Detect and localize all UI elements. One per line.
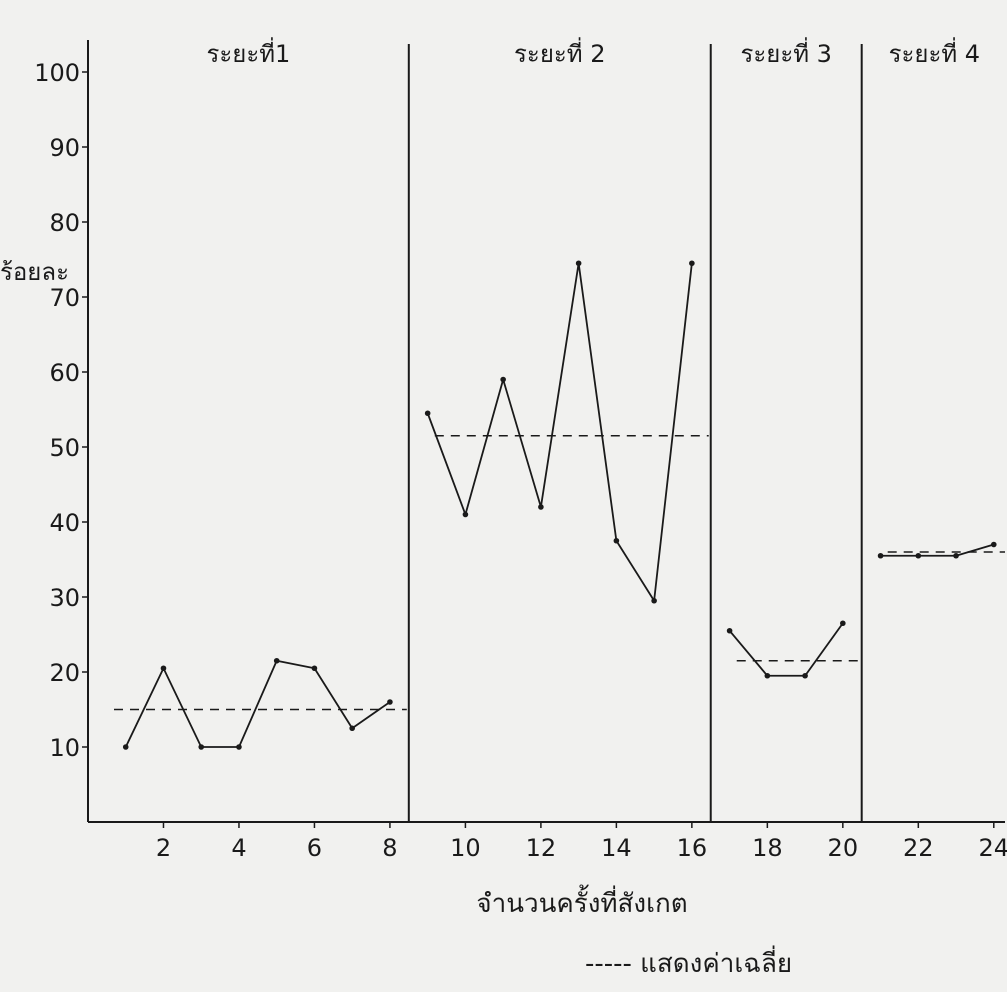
x-tick-label: 12: [526, 834, 557, 862]
x-tick-label: 2: [156, 834, 171, 862]
data-point: [726, 627, 733, 634]
data-point: [160, 665, 167, 672]
data-point: [613, 537, 620, 544]
series-line: [426, 262, 693, 602]
y-tick-label: 40: [49, 509, 80, 537]
y-tick-label: 30: [49, 584, 80, 612]
legend-mean-label: ----- แสดงค่าเฉลี่ย: [585, 945, 792, 979]
phase-label: ระยะที่ 3: [740, 37, 831, 68]
y-tick-label: 90: [49, 134, 80, 162]
data-point: [538, 504, 544, 510]
data-point: [689, 260, 695, 267]
data-point: [387, 699, 393, 705]
data-point: [349, 725, 355, 732]
series-line: [728, 622, 844, 677]
data-point: [953, 552, 959, 559]
data-point: [764, 672, 771, 679]
x-tick-label: 16: [677, 834, 708, 862]
data-point: [990, 541, 997, 548]
y-tick-label: 100: [34, 59, 80, 87]
series-line: [880, 543, 995, 557]
y-tick-label: 50: [49, 434, 80, 462]
x-tick-label: 20: [828, 834, 859, 862]
phase-label: ระยะที่ 2: [514, 37, 605, 68]
y-tick-label: 80: [49, 209, 80, 237]
data-point: [840, 620, 846, 627]
data-point: [198, 744, 205, 750]
data-point: [802, 672, 808, 679]
y-tick-label: 10: [49, 734, 80, 762]
data-point: [651, 597, 657, 604]
x-tick-label: 4: [231, 834, 246, 862]
x-tick-label: 24: [979, 834, 1007, 862]
y-axis-label: ร้อยละ: [0, 258, 69, 286]
y-tick-label: 60: [49, 359, 80, 387]
data-point: [311, 665, 318, 672]
data-point: [236, 744, 242, 750]
phase-label: ระยะที่ 4: [889, 37, 980, 68]
data-point: [575, 260, 582, 267]
x-axis-label: จำนวนครั้งที่สังเกต: [476, 884, 687, 919]
x-tick-label: 6: [307, 834, 322, 862]
x-tick-label: 8: [382, 834, 397, 862]
y-tick-label: 70: [49, 284, 80, 312]
x-tick-label: 18: [752, 834, 783, 862]
data-point: [273, 657, 280, 664]
data-point: [877, 552, 884, 559]
data-point: [122, 744, 129, 750]
series-line: [124, 659, 391, 748]
x-tick-label: 10: [450, 834, 481, 862]
phase-label: ระยะที่1: [206, 37, 290, 68]
data-point: [462, 511, 469, 518]
x-tick-label: 14: [601, 834, 632, 862]
x-tick-label: 22: [903, 834, 934, 862]
data-point: [500, 376, 506, 383]
data-point: [424, 410, 431, 417]
y-tick-label: 20: [49, 659, 80, 687]
data-point: [915, 552, 922, 559]
